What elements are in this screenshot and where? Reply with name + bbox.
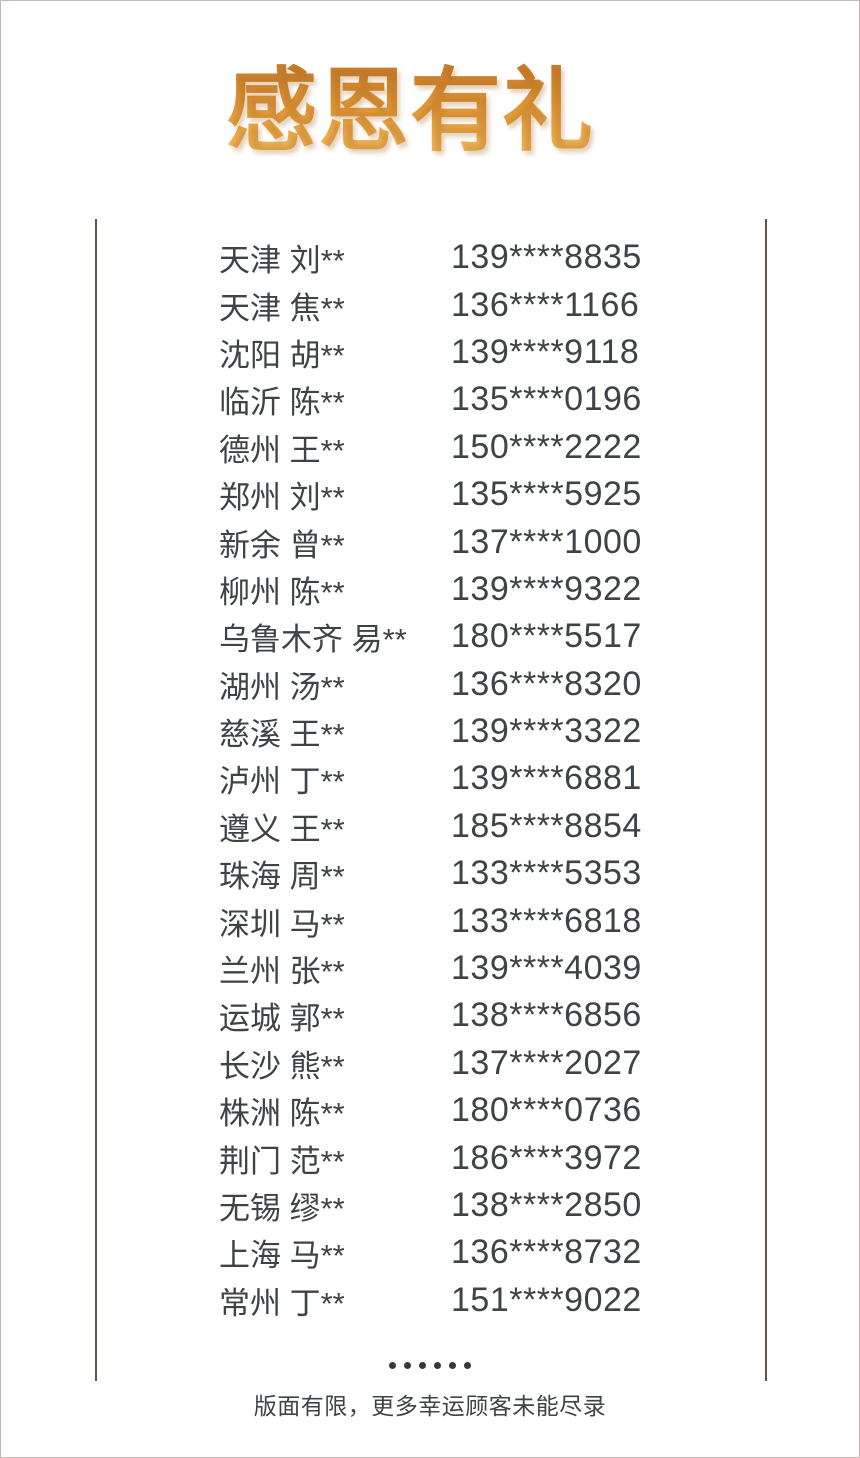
winner-name: 长沙 熊** [219,1048,345,1084]
winner-name: 珠海 周** [219,859,345,895]
winner-row: 郑州 刘** 135****5925 [219,471,689,518]
ellipsis-dot [464,1362,471,1369]
winner-phone: 136****8732 [451,1233,642,1272]
winner-phone: 137****2027 [451,1043,642,1082]
winner-phone: 133****5353 [451,854,642,893]
winner-row: 遵义 王** 185****8854 [219,803,689,850]
winner-row: 泸州 丁** 139****6881 [219,755,689,802]
winner-phone: 139****3322 [451,712,642,751]
winner-name: 湖州 汤** [219,669,345,705]
winner-name: 慈溪 王** [219,717,345,753]
winner-name: 德州 王** [219,432,345,468]
winner-row: 柳州 陈** 139****9322 [219,566,689,613]
winner-name: 荆门 范** [219,1143,345,1179]
winner-list: 天津 刘** 139****8835 天津 焦** 136****1166 沈阳… [219,234,689,1324]
winner-row: 珠海 周** 133****5353 [219,850,689,897]
winner-name: 运城 郭** [219,1001,345,1037]
ellipsis-dot [449,1362,456,1369]
footer-note: 版面有限，更多幸运顾客未能尽录 [253,1393,607,1419]
winner-row: 德州 王** 150****2222 [219,424,689,471]
winner-row: 兰州 张** 139****4039 [219,945,689,992]
winner-name: 深圳 马** [219,906,345,942]
winner-name: 遵义 王** [219,811,345,847]
winner-phone: 150****2222 [451,427,642,466]
winner-row: 株洲 陈** 180****0736 [219,1087,689,1134]
winner-phone: 135****0196 [451,380,642,419]
winner-row: 常州 丁** 151****9022 [219,1277,689,1324]
winner-row: 湖州 汤** 136****8320 [219,661,689,708]
winner-name: 泸州 丁** [219,764,345,800]
winner-row: 慈溪 王** 139****3322 [219,708,689,755]
winner-row: 运城 郭** 138****6856 [219,992,689,1039]
winner-row: 临沂 陈** 135****0196 [219,376,689,423]
winner-name: 上海 马** [219,1238,345,1274]
right-frame-line [765,219,767,1381]
winner-row: 长沙 熊** 137****2027 [219,1040,689,1087]
ellipsis-dot [434,1362,441,1369]
winner-row: 天津 刘** 139****8835 [219,234,689,281]
winner-row: 新余 曾** 137****1000 [219,518,689,565]
winner-phone: 138****6856 [451,996,642,1035]
winner-phone: 139****6881 [451,759,642,798]
winner-name: 郑州 刘** [219,480,345,516]
winner-phone: 151****9022 [451,1280,642,1319]
winner-phone: 136****1166 [451,285,640,324]
ellipsis-dot [389,1362,396,1369]
winner-name: 株洲 陈** [219,1096,345,1132]
winner-row: 深圳 马** 133****6818 [219,897,689,944]
winner-phone: 139****9118 [451,332,640,371]
ellipsis-dot [404,1362,411,1369]
winner-row: 乌鲁木齐 易** 180****5517 [219,613,689,660]
winner-row: 上海 马** 136****8732 [219,1229,689,1276]
winner-phone: 133****6818 [451,901,642,940]
winner-row: 荆门 范** 186****3972 [219,1134,689,1181]
winner-phone: 135****5925 [451,475,642,514]
winner-name: 天津 刘** [219,243,345,279]
winner-name: 天津 焦** [219,290,345,326]
winner-phone: 180****0736 [451,1091,642,1130]
ellipsis-dot [419,1362,426,1369]
winner-phone: 137****1000 [451,522,642,561]
winner-row: 沈阳 胡** 139****9118 [219,329,689,376]
winner-phone: 186****3972 [451,1138,642,1177]
winner-name: 兰州 张** [219,954,345,990]
winner-phone: 139****9322 [451,569,642,608]
ellipsis-dots [1,1362,859,1369]
winner-name: 常州 丁** [219,1285,345,1321]
winner-phone: 138****2850 [451,1186,642,1224]
winner-phone: 185****8854 [451,806,642,845]
page-title: 感恩有礼 [1,59,839,164]
winner-phone: 136****8320 [451,664,642,703]
winner-name: 新余 曾** [219,527,345,563]
winner-name: 乌鲁木齐 易** [219,622,407,658]
winner-name: 柳州 陈** [219,574,345,610]
winner-name: 无锡 缪** [219,1191,345,1226]
winner-phone: 139****8835 [451,238,642,277]
winner-phone: 139****4039 [451,949,642,988]
winner-row: 天津 焦** 136****1166 [219,281,689,328]
left-frame-line [95,219,97,1381]
winner-phone: 180****5517 [451,617,642,656]
winner-name: 沈阳 胡** [219,337,345,373]
winner-row: 无锡 缪** 138****2850 [219,1182,689,1229]
winner-name: 临沂 陈** [219,385,345,421]
